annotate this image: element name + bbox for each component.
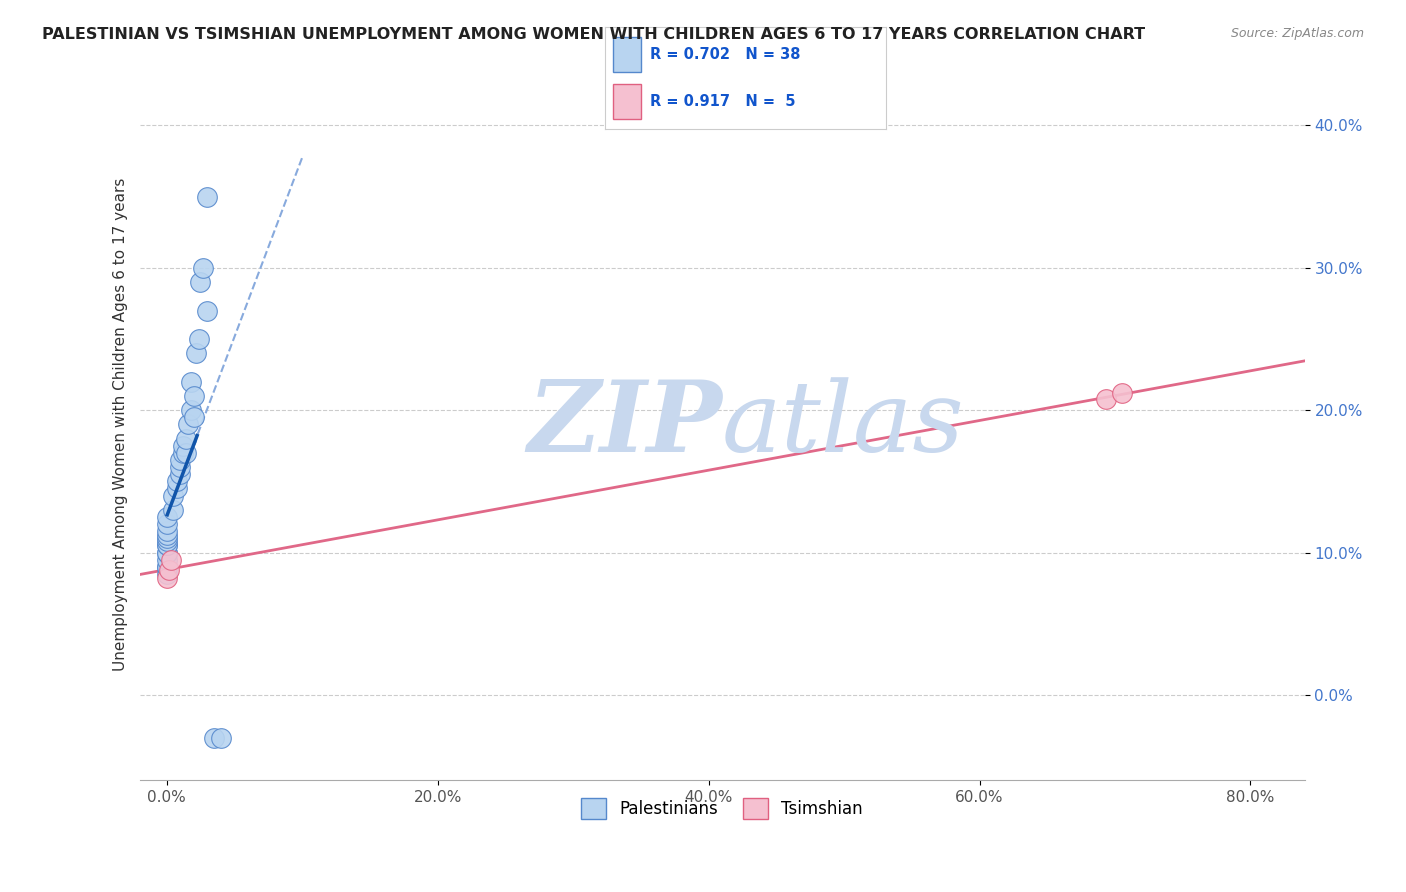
Point — [195, 189, 218, 203]
Point — [186, 346, 208, 360]
Point — [169, 453, 191, 467]
Point — [156, 559, 179, 574]
Text: PALESTINIAN VS TSIMSHIAN UNEMPLOYMENT AMONG WOMEN WITH CHILDREN AGES 6 TO 17 YEA: PALESTINIAN VS TSIMSHIAN UNEMPLOYMENT AM… — [42, 27, 1146, 42]
Point — [156, 566, 179, 581]
Point — [172, 439, 194, 453]
Point — [174, 446, 197, 460]
Point — [156, 571, 179, 585]
Point — [1111, 386, 1133, 401]
Point — [174, 432, 197, 446]
Point — [190, 275, 212, 289]
Point — [1094, 392, 1116, 406]
Point — [156, 559, 179, 574]
Legend: Palestinians, Tsimshian: Palestinians, Tsimshian — [575, 792, 870, 825]
Point — [162, 503, 184, 517]
Point — [209, 731, 232, 745]
FancyBboxPatch shape — [613, 84, 641, 119]
Point — [166, 475, 188, 489]
Point — [180, 375, 202, 389]
Point — [157, 563, 180, 577]
Point — [180, 403, 202, 417]
Point — [172, 446, 194, 460]
Point — [156, 552, 179, 566]
Point — [156, 524, 179, 538]
Point — [159, 552, 181, 566]
FancyBboxPatch shape — [613, 37, 641, 72]
Point — [177, 417, 200, 432]
Point — [156, 517, 179, 532]
Point — [156, 545, 179, 559]
Point — [169, 460, 191, 475]
Text: ZIP: ZIP — [527, 376, 723, 473]
Text: R = 0.702   N = 38: R = 0.702 N = 38 — [650, 47, 800, 62]
Point — [156, 510, 179, 524]
Point — [169, 467, 191, 482]
Point — [188, 332, 211, 346]
Point — [166, 482, 188, 496]
Point — [183, 410, 205, 425]
Point — [193, 260, 215, 275]
Text: R = 0.917   N =  5: R = 0.917 N = 5 — [650, 95, 794, 109]
Point — [156, 538, 179, 552]
Point — [202, 731, 225, 745]
Point — [156, 531, 179, 545]
Y-axis label: Unemployment Among Women with Children Ages 6 to 17 years: Unemployment Among Women with Children A… — [114, 178, 128, 671]
Point — [162, 489, 184, 503]
Point — [183, 389, 205, 403]
Text: atlas: atlas — [723, 376, 965, 472]
Point — [156, 538, 179, 552]
Point — [156, 534, 179, 549]
Text: Source: ZipAtlas.com: Source: ZipAtlas.com — [1230, 27, 1364, 40]
Point — [195, 303, 218, 318]
Point — [156, 528, 179, 542]
Point — [156, 545, 179, 559]
